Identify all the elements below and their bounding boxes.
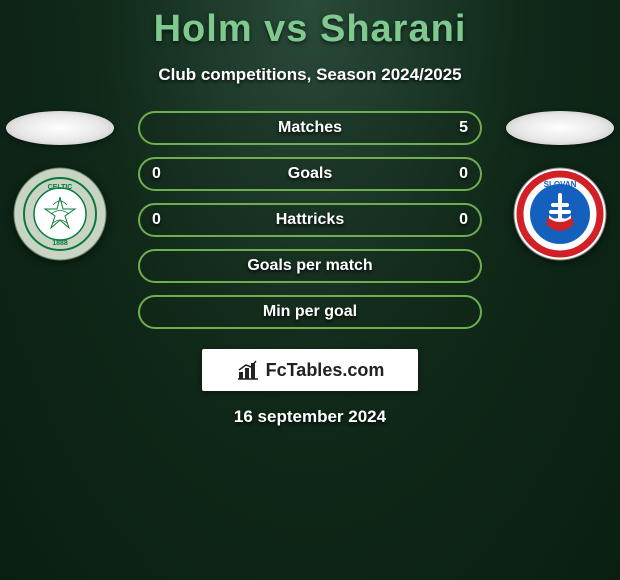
svg-text:1888: 1888 <box>52 240 68 247</box>
left-player-silhouette <box>6 111 114 145</box>
stats-list: Matches 5 0 Goals 0 0 Hattricks 0 Goals … <box>138 111 482 329</box>
stat-left-value: 0 <box>152 165 161 183</box>
brand-text: FcTables.com <box>266 360 385 381</box>
right-club-badge: SLOVAN <box>513 167 607 261</box>
page-title: Holm vs Sharani <box>0 0 620 51</box>
stat-row-matches: Matches 5 <box>138 111 482 145</box>
stat-label: Matches <box>278 119 342 137</box>
slovan-badge-icon: SLOVAN <box>513 167 607 261</box>
stat-row-goals-per-match: Goals per match <box>138 249 482 283</box>
svg-text:CELTIC: CELTIC <box>48 184 73 191</box>
bar-chart-icon <box>236 358 260 382</box>
stat-right-value: 5 <box>459 119 468 137</box>
right-team-column: SLOVAN <box>500 111 620 261</box>
date-caption: 16 september 2024 <box>0 407 620 427</box>
celtic-badge-icon: CELTIC 1888 <box>13 167 107 261</box>
stat-left-value: 0 <box>152 211 161 229</box>
stat-label: Hattricks <box>276 211 344 229</box>
stat-row-goals: 0 Goals 0 <box>138 157 482 191</box>
right-player-silhouette <box>506 111 614 145</box>
brand-footer: FcTables.com <box>202 349 418 391</box>
stat-label: Min per goal <box>263 303 357 321</box>
stat-row-min-per-goal: Min per goal <box>138 295 482 329</box>
stat-label: Goals per match <box>247 257 372 275</box>
stat-right-value: 0 <box>459 165 468 183</box>
svg-text:SLOVAN: SLOVAN <box>544 180 577 189</box>
subtitle: Club competitions, Season 2024/2025 <box>0 65 620 85</box>
comparison-panel: CELTIC 1888 SLOVAN <box>0 111 620 329</box>
stat-label: Goals <box>288 165 332 183</box>
stat-row-hattricks: 0 Hattricks 0 <box>138 203 482 237</box>
left-club-badge: CELTIC 1888 <box>13 167 107 261</box>
stat-right-value: 0 <box>459 211 468 229</box>
left-team-column: CELTIC 1888 <box>0 111 120 261</box>
